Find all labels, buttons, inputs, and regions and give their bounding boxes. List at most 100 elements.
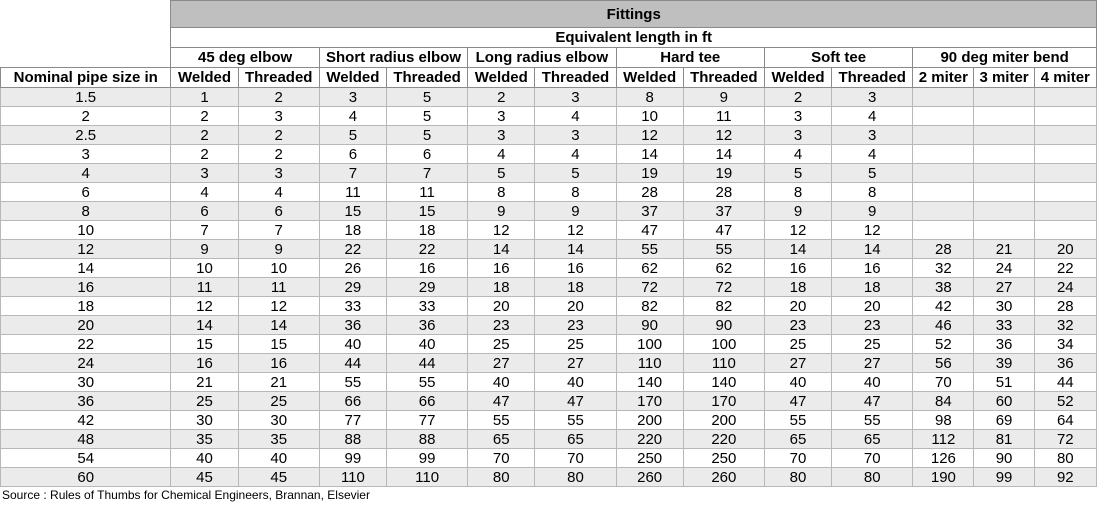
length-cell: 25 <box>763 334 833 354</box>
length-cell: 28 <box>682 182 765 202</box>
length-cell: 7 <box>385 163 469 183</box>
sub-header: 4 miter <box>1033 67 1098 88</box>
length-cell <box>1033 220 1098 240</box>
length-cell: 10 <box>615 106 684 126</box>
pipe-size-cell: 4 <box>0 163 172 183</box>
equivalent-length-header: Equivalent length in ft <box>170 27 1097 48</box>
table-row: 6 4 4 11 11 8 8 28 28 8 8 <box>0 182 1098 202</box>
pipe-size-cell: 12 <box>0 239 172 259</box>
length-cell: 14 <box>170 315 239 335</box>
length-cell: 170 <box>682 391 765 411</box>
length-cell: 84 <box>912 391 975 411</box>
length-cell: 260 <box>615 467 684 487</box>
length-cell <box>973 220 1035 240</box>
length-cell: 15 <box>170 334 239 354</box>
length-cell: 29 <box>318 277 387 297</box>
length-cell: 21 <box>973 239 1035 259</box>
pipe-size-cell: 2 <box>0 106 172 126</box>
length-cell: 3 <box>467 125 536 145</box>
length-cell: 11 <box>237 277 320 297</box>
length-cell: 88 <box>385 429 469 449</box>
length-cell: 110 <box>385 467 469 487</box>
length-cell <box>912 125 975 145</box>
length-cell: 2 <box>763 87 833 107</box>
group-short-radius-elbow: Short radius elbow <box>318 47 469 68</box>
length-cell: 72 <box>682 277 765 297</box>
pipe-size-cell: 10 <box>0 220 172 240</box>
group-soft-tee: Soft tee <box>763 47 914 68</box>
length-cell: 250 <box>682 448 765 468</box>
pipe-size-cell: 18 <box>0 296 172 316</box>
length-cell: 77 <box>318 410 387 430</box>
length-cell: 98 <box>912 410 975 430</box>
length-cell: 4 <box>831 144 914 164</box>
length-cell <box>912 220 975 240</box>
length-cell: 16 <box>763 258 833 278</box>
length-cell: 8 <box>763 182 833 202</box>
length-cell: 8 <box>615 87 684 107</box>
length-cell: 55 <box>831 410 914 430</box>
length-cell: 126 <box>912 448 975 468</box>
sub-header: Threaded <box>237 67 320 88</box>
length-cell: 12 <box>467 220 536 240</box>
pipe-size-cell: 3 <box>0 144 172 164</box>
length-cell: 14 <box>237 315 320 335</box>
length-cell: 28 <box>1033 296 1098 316</box>
length-cell: 3 <box>318 87 387 107</box>
length-cell: 27 <box>534 353 617 373</box>
length-cell: 40 <box>237 448 320 468</box>
length-cell: 38 <box>912 277 975 297</box>
length-cell <box>1033 201 1098 221</box>
length-cell: 14 <box>682 144 765 164</box>
length-cell: 4 <box>318 106 387 126</box>
length-cell <box>973 144 1035 164</box>
length-cell: 34 <box>1033 334 1098 354</box>
length-cell: 40 <box>170 448 239 468</box>
length-cell: 4 <box>831 106 914 126</box>
length-cell: 15 <box>385 201 469 221</box>
group-45-deg-elbow: 45 deg elbow <box>170 47 320 68</box>
length-cell <box>912 163 975 183</box>
length-cell: 25 <box>170 391 239 411</box>
length-cell: 5 <box>467 163 536 183</box>
length-cell: 9 <box>763 201 833 221</box>
length-cell: 36 <box>1033 353 1098 373</box>
length-cell: 2 <box>170 106 239 126</box>
length-cell: 18 <box>385 220 469 240</box>
length-cell: 55 <box>385 372 469 392</box>
length-cell: 2 <box>170 125 239 145</box>
length-cell: 4 <box>170 182 239 202</box>
length-cell: 40 <box>385 334 469 354</box>
length-cell: 27 <box>763 353 833 373</box>
length-cell: 4 <box>534 144 617 164</box>
pipe-size-cell: 22 <box>0 334 172 354</box>
length-cell: 190 <box>912 467 975 487</box>
length-cell <box>973 163 1035 183</box>
length-cell: 5 <box>385 87 469 107</box>
group-miter-bend: 90 deg miter bend <box>912 47 1097 68</box>
length-cell: 80 <box>763 467 833 487</box>
length-cell: 45 <box>170 467 239 487</box>
length-cell: 200 <box>615 410 684 430</box>
sub-header: Threaded <box>831 67 914 88</box>
length-cell: 37 <box>682 201 765 221</box>
length-cell <box>912 182 975 202</box>
length-cell <box>973 125 1035 145</box>
length-cell: 60 <box>973 391 1035 411</box>
length-cell <box>912 87 975 107</box>
table-row: 12 9 9 22 22 14 14 55 55 14 14 28 21 20 <box>0 239 1098 259</box>
length-cell: 9 <box>534 201 617 221</box>
length-cell: 14 <box>467 239 536 259</box>
table-row: 22 15 15 40 40 25 25 100 100 25 25 52 36 34 <box>0 334 1098 354</box>
length-cell: 18 <box>534 277 617 297</box>
sub-header: Welded <box>615 67 684 88</box>
length-cell: 46 <box>912 315 975 335</box>
length-cell: 44 <box>1033 372 1098 392</box>
length-cell: 80 <box>467 467 536 487</box>
length-cell: 20 <box>763 296 833 316</box>
table-row: 14 10 10 26 16 16 16 62 62 16 16 32 24 22 <box>0 258 1098 278</box>
length-cell: 23 <box>534 315 617 335</box>
length-cell: 90 <box>615 315 684 335</box>
length-cell: 100 <box>615 334 684 354</box>
length-cell: 40 <box>831 372 914 392</box>
